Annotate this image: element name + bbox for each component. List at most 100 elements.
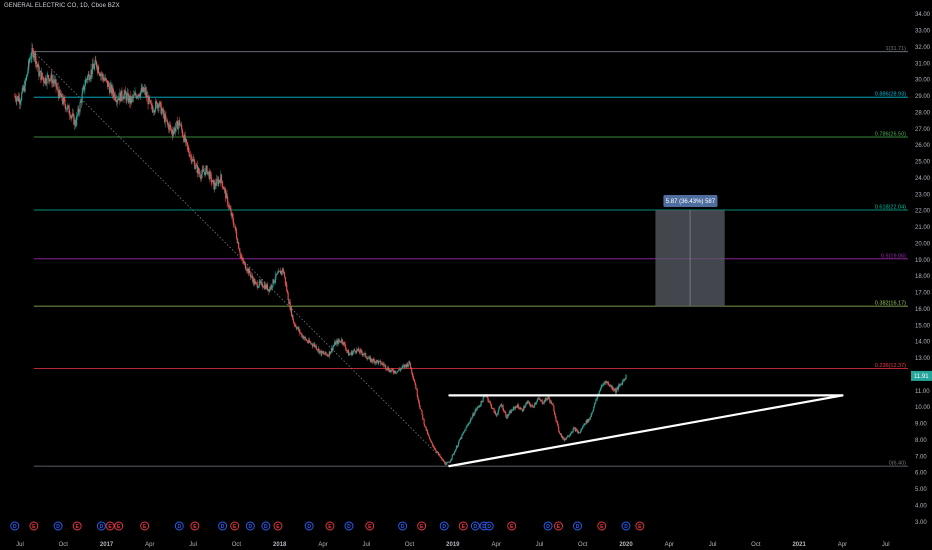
dividend-marker[interactable] [96,521,106,531]
candle-body [133,94,135,96]
candle-body [330,348,332,352]
dividend-marker[interactable] [218,521,228,531]
trend-lines[interactable] [448,394,844,468]
candle-body [615,389,617,393]
candle-body [175,122,177,128]
earnings-marker[interactable] [190,521,200,531]
symbol-title[interactable]: GENERAL ELECTRIC CO, 1D, Cboe BZX [4,3,120,9]
candle-body [599,390,601,392]
candle-body [409,361,411,364]
fibonacci-retracement[interactable]: 1(31.71) 0.886(28.93) 0.786(26.50) 0.618(22… [33,46,908,467]
x-tick-label: Apr [145,542,154,548]
candle-body [573,427,575,429]
candle-body [280,270,282,274]
earnings-marker[interactable] [597,521,607,531]
candle-body [292,315,294,321]
candle-body [168,125,170,130]
earnings-marker[interactable] [105,521,115,531]
dividend-marker[interactable] [484,521,494,531]
candle-body [225,189,227,199]
candle-body [226,193,228,197]
candle-body [545,397,547,399]
candle-body [117,98,120,101]
candle-body [227,205,229,207]
candle-body [156,102,158,108]
y-tick-label: 17.00 [915,291,931,297]
candle-body [488,400,490,402]
time-axis[interactable]: Jul Oct 2017 Apr Jul Oct 2018 Apr Jul Oct 2019 Apr J… [16,542,889,548]
candle-body [437,452,440,455]
candle-body [108,83,110,87]
candle-body [378,360,381,362]
trend-line[interactable] [448,394,844,468]
candle-body [454,451,456,453]
dividend-marker[interactable] [398,521,408,531]
dividend-marker[interactable] [10,521,20,531]
y-tick-label: 24.00 [915,176,931,182]
dividend-marker[interactable] [304,521,314,531]
dividend-marker[interactable] [439,521,449,531]
candle-body [111,84,113,94]
earnings-marker[interactable] [72,521,82,531]
dividend-marker[interactable] [261,521,271,531]
candle-body [141,87,144,92]
candle-body [198,172,201,175]
price-axis[interactable]: 3.004.005.006.007.008.009.0010.0011.0012… [911,12,932,526]
measure-tool[interactable]: 5.87 (36.43%) 587 [655,195,725,307]
candle-body [501,405,503,407]
measure-label-box [663,195,718,208]
candle-body [40,71,42,81]
candle-body [534,403,536,405]
candle-body [515,406,517,408]
candle-body [405,365,407,368]
candle-body [253,279,255,283]
dividend-marker[interactable] [543,521,553,531]
earnings-marker[interactable] [325,521,335,531]
earnings-marker[interactable] [230,521,240,531]
candle-body [228,206,230,207]
candle-body [141,88,143,92]
dividend-marker[interactable] [573,521,582,531]
candle-body [522,410,524,412]
earnings-marker[interactable] [554,521,563,531]
earnings-marker[interactable] [507,521,517,531]
candle-body [172,133,174,136]
candle-body [567,435,569,437]
candle-body [23,85,25,92]
candle-body [403,365,405,368]
earnings-marker[interactable] [635,521,645,531]
event-marker-letter: E [143,524,147,530]
candle-body [582,425,584,427]
y-tick-label: 13.00 [915,356,931,362]
earnings-marker[interactable] [29,521,39,531]
candle-body [380,361,382,365]
event-marker-letter: E [420,524,424,530]
candle-body [143,89,145,92]
y-tick-label: 16.00 [915,307,931,313]
earnings-marker[interactable] [365,521,375,531]
earnings-marker[interactable] [114,521,124,531]
earnings-marker[interactable] [417,521,427,531]
dividend-marker[interactable] [344,521,354,531]
candle-body [171,129,173,134]
dividend-marker[interactable] [53,521,63,531]
candle-body [411,368,413,373]
candle-body [301,333,303,337]
candle-body [275,273,277,280]
earnings-marker[interactable] [273,521,283,531]
dividend-marker[interactable] [174,521,184,531]
candle-body [269,288,271,292]
earnings-marker[interactable] [140,521,150,531]
candle-body [115,100,117,103]
candle-body [374,360,376,364]
dividend-marker[interactable] [470,521,480,531]
dividend-marker[interactable] [621,521,631,531]
candle-body [327,355,329,357]
candle-body [69,115,71,118]
candle-body [74,119,76,126]
earnings-marker[interactable] [458,521,468,531]
dividend-marker[interactable] [245,521,255,531]
candle-body [291,315,293,317]
